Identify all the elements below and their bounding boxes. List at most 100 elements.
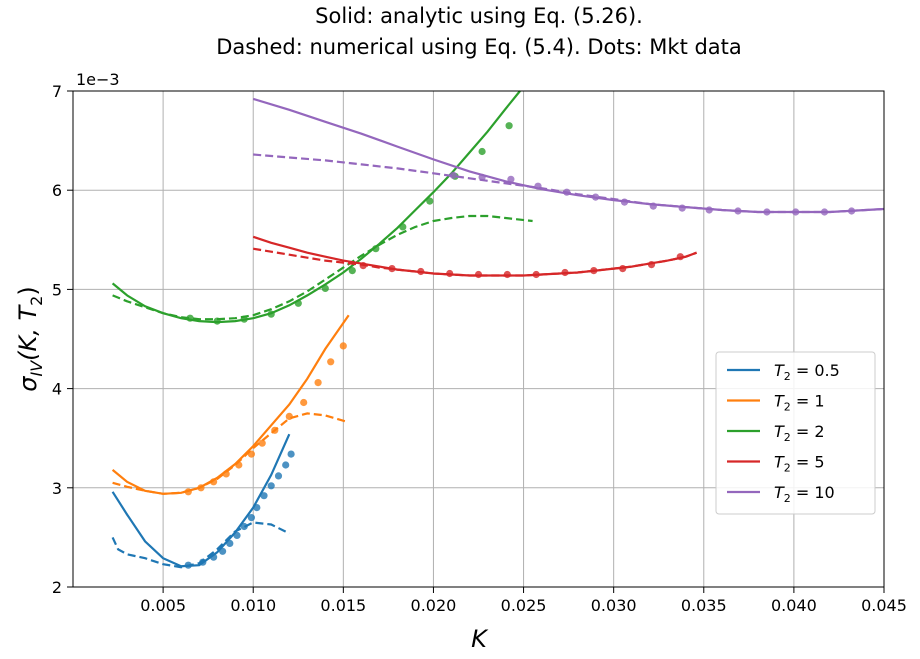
legend-entry: T2 = 2 (774, 422, 825, 444)
market-data-point (226, 539, 234, 548)
y-tick-label: 2 (52, 578, 62, 597)
analytic-line (252, 235, 697, 277)
plot-frame (72, 90, 885, 588)
market-data-point (478, 147, 486, 156)
chart-title-line1: Solid: analytic using Eq. (5.26). (315, 4, 643, 28)
market-data-point (649, 202, 657, 210)
legend: T2 = 0.5 T2 = 1 T2 = 2 T2 = 5 T2 = 10 (715, 351, 876, 515)
numerical-line (112, 214, 533, 321)
market-data-point (474, 270, 483, 279)
market-data-point (592, 193, 600, 201)
market-data-point (676, 253, 684, 261)
series-group (252, 97, 885, 216)
series-group (111, 314, 350, 496)
market-data-point (247, 450, 255, 458)
market-data-point (210, 478, 218, 486)
x-tick-label: 0.025 (501, 596, 547, 615)
market-data-point (247, 514, 255, 522)
market-data-point (620, 198, 629, 206)
market-data-point (222, 470, 230, 478)
market-data-point (233, 531, 241, 540)
series-group (111, 90, 533, 325)
market-data-point (619, 265, 627, 273)
y-axis-label-symbol: σ (14, 376, 42, 392)
market-data-point (258, 439, 266, 447)
y-tick-label: 5 (52, 280, 62, 299)
legend-entry: T2 = 1 (774, 392, 825, 414)
market-data-point (820, 208, 829, 216)
x-axis-label: K (471, 625, 489, 653)
analytic-line (111, 90, 521, 324)
market-data-point (647, 261, 656, 269)
market-data-point (478, 173, 486, 181)
y-tick-label: 3 (52, 479, 62, 498)
market-data-point (449, 171, 457, 179)
market-data-point (359, 262, 367, 270)
market-data-point (240, 315, 248, 323)
market-data-point (417, 267, 425, 276)
legend-box (715, 351, 876, 515)
analytic-line (111, 314, 350, 495)
market-data-point (763, 208, 771, 216)
market-data-point (282, 461, 290, 469)
series-layer (111, 90, 885, 569)
x-tick-label: 0.020 (411, 596, 457, 615)
market-data-point (792, 208, 800, 216)
market-data-point (199, 558, 207, 566)
x-tick-label: 0.010 (230, 596, 276, 615)
market-data-point (197, 484, 205, 492)
legend-entry: T2 = 10 (774, 483, 835, 505)
market-data-point (505, 122, 513, 130)
x-tick-label: 0.040 (771, 596, 817, 615)
market-data-point (561, 268, 569, 277)
y-axis-label-sub1: IV (27, 360, 46, 377)
x-tick-label: 0.015 (320, 596, 366, 615)
market-data-point (253, 504, 261, 512)
market-data-point (426, 197, 434, 205)
y-axis-label: σIV(K, T2) (14, 286, 46, 391)
market-data-point (184, 488, 192, 496)
market-data-point (267, 310, 275, 318)
series-group (111, 433, 295, 569)
x-tick-label: 0.035 (681, 596, 727, 615)
market-data-point (210, 553, 218, 561)
market-data-point (184, 561, 192, 569)
market-data-point (734, 207, 742, 215)
series-group (252, 235, 697, 279)
market-data-point (285, 412, 293, 420)
x-tick-label: 0.030 (591, 596, 637, 615)
market-data-point (314, 379, 322, 387)
market-data-point (563, 188, 571, 196)
legend-entry: T2 = 0.5 (774, 361, 840, 383)
market-data-point (213, 317, 221, 325)
market-data-point (590, 267, 598, 275)
market-data-point (534, 182, 542, 190)
market-data-point (274, 472, 283, 480)
numerical-line (253, 153, 885, 214)
numerical-line (253, 247, 697, 277)
market-data-point (372, 245, 380, 253)
market-data-point (507, 175, 515, 183)
market-data-point (186, 314, 194, 322)
market-data-point (399, 223, 407, 231)
numerical-line (112, 412, 350, 495)
analytic-line (111, 433, 291, 568)
market-data-point (294, 299, 302, 307)
market-data-point (348, 267, 356, 275)
market-data-point (678, 204, 686, 212)
y-offset-label: 1e−3 (76, 70, 120, 89)
market-data-point (219, 547, 227, 555)
market-data-point (848, 207, 856, 215)
y-axis-label-close: ) (14, 286, 42, 295)
market-data-point (705, 206, 713, 214)
market-data-point (235, 461, 243, 469)
market-data-point (267, 482, 275, 490)
market-data-point (446, 269, 454, 278)
y-axis-label-args: (K, T (14, 303, 42, 360)
y-tick-label: 6 (52, 181, 62, 200)
y-axis-label-sub2: 2 (27, 296, 46, 306)
market-data-point (503, 270, 511, 279)
chart-title-line2: Dashed: numerical using Eq. (5.4). Dots:… (216, 35, 742, 59)
market-data-point (532, 270, 540, 279)
